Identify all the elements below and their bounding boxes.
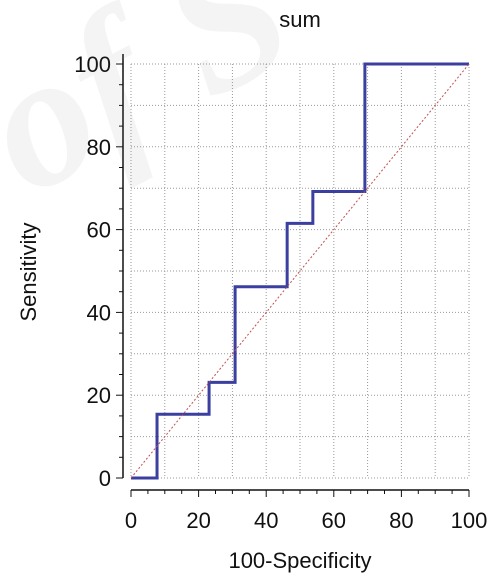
reference-diagonal-line — [130, 63, 470, 479]
x-tick-label: 40 — [254, 508, 278, 533]
x-tick-label: 60 — [322, 508, 346, 533]
y-tick-label: 100 — [74, 52, 111, 77]
x-axis-label: 100-Specificity — [228, 548, 371, 573]
x-tick-label: 100 — [451, 508, 488, 533]
y-tick-label: 80 — [87, 135, 111, 160]
y-tick-label: 0 — [99, 466, 111, 491]
ticks-layer: 0 20 40 60 80 100 0 20 40 60 80 100 — [74, 52, 487, 533]
y-tick-label: 20 — [87, 383, 111, 408]
roc-step-curve — [131, 62, 469, 480]
x-tick-label: 0 — [125, 508, 137, 533]
x-tick-label: 80 — [389, 508, 413, 533]
series-layer — [130, 62, 470, 480]
x-tick-label: 20 — [186, 508, 210, 533]
grid-layer — [130, 63, 470, 479]
chart-title: sum — [279, 7, 321, 32]
axes-layer — [116, 54, 470, 497]
y-tick-label: 60 — [87, 218, 111, 243]
y-tick-label: 40 — [87, 300, 111, 325]
y-axis-label: Sensitivity — [16, 222, 41, 321]
